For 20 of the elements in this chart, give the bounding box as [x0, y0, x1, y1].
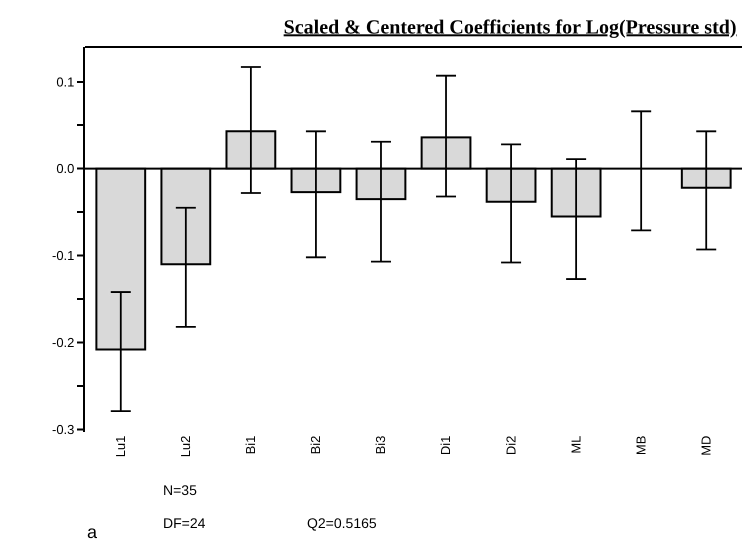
- x-tick-label: Lu2: [178, 436, 194, 458]
- x-tick-label: ML: [568, 436, 584, 454]
- x-tick-label: Di2: [503, 436, 518, 456]
- y-tick-label: 0.0: [56, 161, 74, 176]
- chart-title: Scaled & Centered Coefficients for Log(Pressure std): [284, 16, 737, 38]
- x-tick-label: MD: [698, 436, 714, 456]
- text: Q2=0.5165: [307, 515, 377, 531]
- y-tick-label: 0.1: [56, 74, 74, 90]
- x-tick-label: MB: [633, 436, 648, 456]
- x-tick-label: Lu1: [113, 436, 128, 458]
- text: N=35: [163, 482, 198, 498]
- x-tick-label: Bi1: [243, 436, 258, 454]
- text: a: [87, 522, 98, 542]
- y-tick-label: -0.3: [52, 422, 74, 437]
- x-tick-label: Bi2: [308, 436, 324, 454]
- text: DF=24: [163, 515, 206, 531]
- y-tick-label: -0.1: [52, 248, 74, 264]
- x-tick-label: Bi3: [373, 436, 388, 454]
- y-tick-label: -0.2: [52, 335, 74, 350]
- x-tick-label: Di1: [438, 436, 454, 456]
